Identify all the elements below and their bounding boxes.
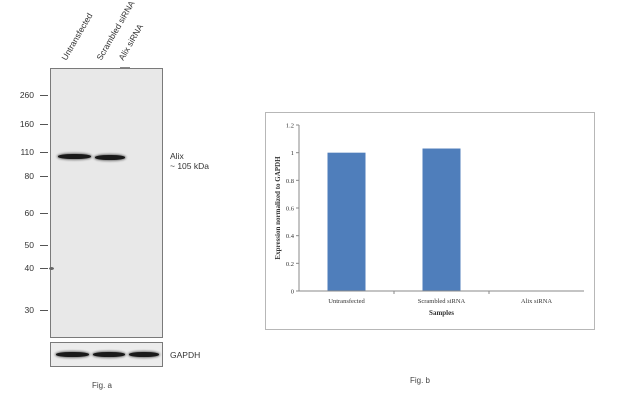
x-tick-label: Alix siRNA (521, 298, 553, 305)
mw-tick (40, 95, 48, 96)
y-axis-title: Expression normalized to GAPDH (274, 156, 282, 260)
bars (327, 148, 461, 291)
band-gapdh-alix-sirna (129, 352, 159, 357)
alix-size-label: ~ 105 kDa (170, 161, 209, 171)
mw-marker-80: 80 (24, 171, 34, 181)
mw-marker-40: 40 (24, 263, 34, 273)
mw-tick (40, 176, 48, 177)
y-tick-label: 0 (291, 289, 294, 296)
mw-tick (40, 310, 48, 311)
bar-chart-svg: 0 0.2 0.4 0.6 0.8 1 1.2 Untransfected Scrambled… (274, 123, 584, 317)
mw-tick (40, 213, 48, 214)
y-tick-label: 0.6 (286, 206, 295, 213)
ladder-dot (49, 267, 54, 270)
mw-tick (40, 124, 48, 125)
well-marker (120, 67, 130, 68)
x-axis-ticks: Untransfected Scrambled siRNA Alix siRNA (328, 291, 552, 305)
blot-membrane-gapdh (50, 342, 163, 367)
mw-tick (40, 245, 48, 246)
mw-marker-30: 30 (24, 305, 34, 315)
y-tick-label: 0.2 (286, 261, 294, 268)
y-tick-label: 0.4 (286, 233, 295, 240)
x-tick-label: Untransfected (328, 298, 365, 305)
y-axis-ticks: 0 0.2 0.4 0.6 0.8 1 1.2 (286, 123, 299, 296)
blot-membrane-alix (49, 68, 163, 338)
gapdh-label: GAPDH (170, 350, 201, 360)
mw-marker-160: 160 (19, 119, 34, 129)
mw-tick (40, 152, 48, 153)
mw-marker-260: 260 (19, 90, 34, 100)
figure-caption-a: Fig. a (92, 381, 113, 390)
band-alix-untransfected (58, 154, 91, 159)
bar-untransfected (327, 152, 366, 291)
alix-target-label: Alix (170, 151, 184, 161)
band-alix-scrambled-sirna (95, 155, 125, 160)
y-tick-label: 1.2 (286, 123, 294, 130)
x-axis-title: Samples (429, 309, 454, 317)
mw-marker-110: 110 (20, 147, 34, 157)
figure-caption-b: Fig. b (410, 376, 431, 385)
bar-scrambled-sirna (422, 148, 461, 291)
bar-chart-panel: 0 0.2 0.4 0.6 0.8 1 1.2 Untransfected Scrambled… (265, 112, 595, 330)
mw-tick (40, 268, 48, 269)
band-gapdh-untransfected (56, 352, 89, 357)
y-tick-label: 1 (291, 150, 294, 157)
x-tick-label: Scrambled siRNA (418, 298, 466, 305)
mw-marker-50: 50 (24, 240, 34, 250)
y-tick-label: 0.8 (286, 178, 294, 185)
mw-marker-60: 60 (24, 208, 34, 218)
band-gapdh-scrambled-sirna (93, 352, 125, 357)
lane-label-untransfected: Untransfected (59, 11, 95, 62)
